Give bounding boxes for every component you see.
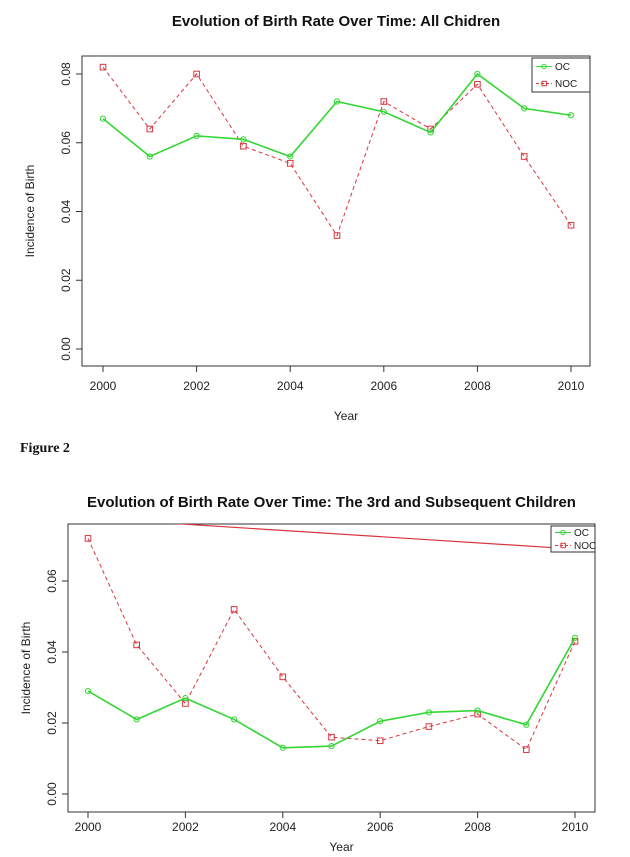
legend-label-noc: NOC <box>555 79 577 90</box>
legend-marker-oc <box>541 63 547 70</box>
x-tick-label: 2008 <box>464 820 491 834</box>
data-point-noc <box>523 746 530 753</box>
data-point-oc <box>521 105 528 112</box>
data-point-oc <box>377 718 384 725</box>
y-tick-label: 0.06 <box>45 569 59 593</box>
x-tick-label: 2002 <box>172 820 199 834</box>
extra-red-line <box>172 524 576 550</box>
x-tick-label: 2000 <box>90 379 117 393</box>
data-point-oc <box>279 744 286 751</box>
x-axis-label: Year <box>334 409 358 423</box>
data-point-noc <box>279 673 287 681</box>
legend-label-oc: OC <box>555 62 570 73</box>
y-tick-label: 0.02 <box>59 268 73 292</box>
data-point-noc <box>286 160 294 167</box>
data-point-oc <box>523 721 530 728</box>
data-point-noc <box>84 535 92 542</box>
data-point-oc <box>240 136 247 143</box>
series-line-oc <box>87 637 576 749</box>
data-point-oc <box>328 742 335 750</box>
data-point-oc <box>474 70 481 78</box>
data-point-oc <box>99 115 107 122</box>
data-point-oc <box>571 634 579 641</box>
data-point-noc <box>230 606 238 613</box>
x-tick-label: 2008 <box>464 379 491 393</box>
y-axis-label: Incidence of Birth <box>19 622 33 715</box>
chart-third-subsequent-children: Evolution of Birth Rate Over Time: The 3… <box>19 494 596 854</box>
data-point-oc <box>84 687 92 695</box>
x-axis-label: Year <box>329 840 353 854</box>
data-point-oc <box>287 153 294 160</box>
x-tick-label: 2004 <box>269 820 296 834</box>
y-tick-label: 0.00 <box>59 337 73 361</box>
data-point-noc <box>240 142 247 150</box>
legend-marker-oc <box>560 529 566 536</box>
data-point-oc <box>231 716 238 723</box>
y-tick-label: 0.00 <box>45 782 59 806</box>
data-point-noc <box>333 232 341 239</box>
data-point-oc <box>333 98 341 105</box>
legend-box <box>550 525 596 553</box>
data-point-oc <box>474 707 481 714</box>
series-line-oc <box>102 72 572 158</box>
data-point-noc <box>567 221 575 229</box>
data-point-oc <box>567 112 575 119</box>
plot-area <box>84 524 579 753</box>
figure-caption: Figure 2 <box>20 441 70 456</box>
data-point-noc <box>146 125 154 133</box>
data-point-noc <box>99 63 107 71</box>
y-axis-label: Incidence of Birth <box>23 165 37 258</box>
legend-box <box>531 57 591 93</box>
x-tick-label: 2010 <box>558 379 585 393</box>
chart-title: Evolution of Birth Rate Over Time: All C… <box>172 13 500 30</box>
data-point-oc <box>182 695 189 702</box>
data-point-oc <box>425 709 432 716</box>
data-point-oc <box>146 153 153 160</box>
data-point-noc <box>380 98 388 105</box>
legend-label-noc: NOC <box>574 541 596 552</box>
y-tick-label: 0.04 <box>59 199 73 223</box>
x-tick-label: 2000 <box>75 820 102 834</box>
legend-marker-noc <box>560 542 566 549</box>
x-tick-label: 2002 <box>183 379 210 393</box>
chart-title: Evolution of Birth Rate Over Time: The 3… <box>87 494 576 511</box>
y-tick-label: 0.08 <box>59 62 73 86</box>
legend-label-oc: OC <box>574 528 589 539</box>
y-tick-label: 0.02 <box>45 711 59 735</box>
data-point-noc <box>376 737 384 745</box>
plot-frame <box>67 523 596 813</box>
x-tick-label: 2010 <box>562 820 589 834</box>
data-point-oc <box>193 132 200 139</box>
y-tick-label: 0.04 <box>45 640 59 664</box>
data-point-oc <box>380 108 387 115</box>
data-point-oc <box>133 716 140 723</box>
data-point-noc <box>133 641 140 649</box>
data-point-oc <box>427 129 434 136</box>
data-point-noc <box>425 723 433 730</box>
data-point-noc <box>474 81 481 88</box>
data-point-noc <box>193 70 200 78</box>
chart-all-children: Evolution of Birth Rate Over Time: All C… <box>23 13 591 423</box>
x-tick-label: 2006 <box>367 820 394 834</box>
legend-marker-noc <box>541 80 547 87</box>
data-point-noc <box>328 733 335 741</box>
series-line-noc <box>102 66 572 237</box>
y-tick-label: 0.06 <box>59 131 73 155</box>
x-tick-label: 2006 <box>370 379 397 393</box>
plot-area <box>99 63 575 239</box>
data-point-noc <box>520 153 528 160</box>
x-tick-label: 2004 <box>277 379 304 393</box>
